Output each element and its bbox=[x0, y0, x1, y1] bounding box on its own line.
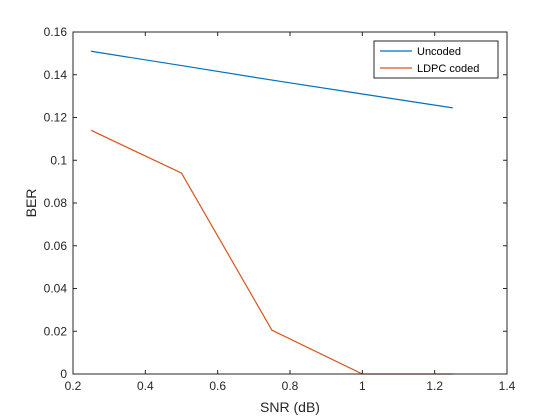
y-tick-label: 0.02 bbox=[44, 324, 68, 338]
y-tick-label: 0.06 bbox=[44, 239, 68, 253]
x-tick-label: 0.2 bbox=[65, 379, 82, 393]
y-tick-label: 0 bbox=[60, 367, 67, 381]
legend-label-uncoded: Uncoded bbox=[417, 46, 461, 58]
x-tick-label: 1.4 bbox=[499, 379, 516, 393]
x-tick-label: 1.2 bbox=[426, 379, 443, 393]
y-tick-label: 0.12 bbox=[44, 111, 68, 125]
x-tick-label: 0.8 bbox=[282, 379, 299, 393]
plot-area bbox=[73, 32, 507, 374]
x-axis-title: SNR (dB) bbox=[260, 399, 320, 415]
y-tick-label: 0.08 bbox=[44, 196, 68, 210]
x-tick-label: 1 bbox=[359, 379, 366, 393]
x-tick-label: 0.6 bbox=[209, 379, 226, 393]
y-tick-label: 0.04 bbox=[44, 282, 68, 296]
y-tick-label: 0.16 bbox=[44, 25, 68, 39]
y-tick-label: 0.14 bbox=[44, 68, 68, 82]
series-line-uncoded bbox=[90, 50, 453, 109]
legend-box bbox=[373, 40, 499, 79]
legend-label-ldpc-coded: LDPC coded bbox=[417, 63, 479, 75]
y-axis-title: BER bbox=[23, 189, 39, 218]
y-tick-label: 0.1 bbox=[50, 153, 67, 167]
x-tick-label: 0.4 bbox=[137, 379, 154, 393]
axes-layer: 0.2 0.4 0.6 0.8 1 1.2 1.4 0 0.02 0.04 0.06 0.08 0.1 0… bbox=[44, 25, 516, 393]
legend: Uncoded LDPC coded bbox=[373, 40, 499, 79]
